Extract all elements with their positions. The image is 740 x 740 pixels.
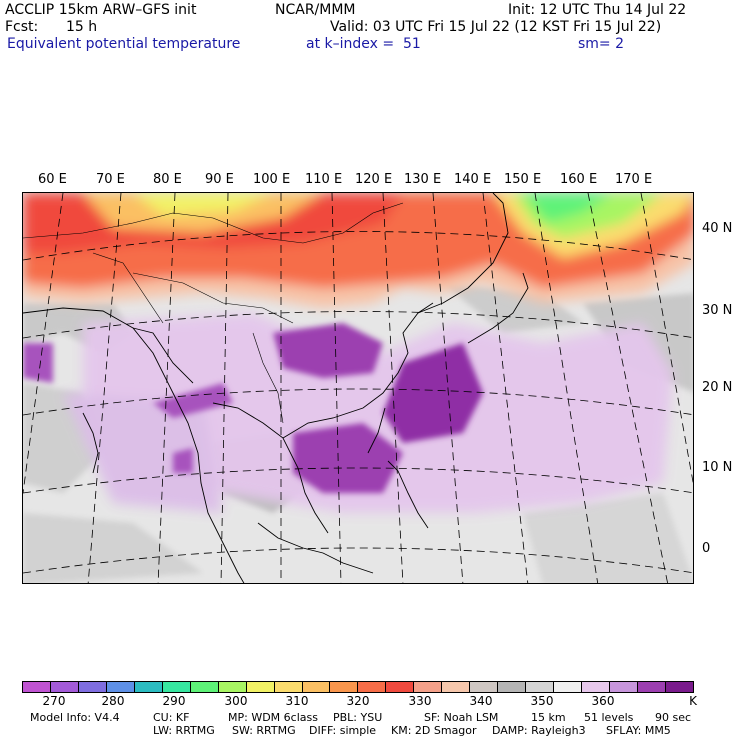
organization-label: NCAR/MMM xyxy=(275,2,356,18)
field-name: Equivalent potential temperature xyxy=(7,36,241,52)
lon-label: 60 E xyxy=(38,172,67,187)
colorbar-segment xyxy=(162,682,191,692)
lon-label: 120 E xyxy=(355,172,393,187)
valid-time: Valid: 03 UTC Fri 15 Jul 22 (12 KST Fri … xyxy=(330,19,662,35)
colorbar-segment xyxy=(23,682,51,692)
colorbar-segment xyxy=(50,682,79,692)
colorbar-segment xyxy=(386,682,415,692)
model-info-item: CU: KF xyxy=(153,711,190,724)
model-info-item: 51 levels xyxy=(584,711,634,724)
colorbar-label: 300 xyxy=(224,694,248,708)
level-index: at k–index = 51 xyxy=(306,36,421,52)
colorbar-segment xyxy=(358,682,387,692)
colorbar-segment xyxy=(330,682,359,692)
dark-purple-regions xyxy=(23,323,483,493)
colorbar-label: 290 xyxy=(162,694,186,708)
colorbar-label: 270 xyxy=(42,694,66,708)
light-purple-regions xyxy=(63,313,673,513)
lon-label: 140 E xyxy=(454,172,492,187)
colorbar-label: 310 xyxy=(285,694,309,708)
init-time: Init: 12 UTC Thu 14 Jul 22 xyxy=(508,2,687,18)
colorbar-segment xyxy=(470,682,499,692)
warm-northern-band xyxy=(23,193,693,308)
lat-label: 30 N xyxy=(702,303,733,318)
colorbar-segment xyxy=(302,682,331,692)
colorbar-label: 330 xyxy=(408,694,432,708)
model-info-item: SW: RRTMG xyxy=(232,724,296,737)
model-info-item: SFLAY: MM5 xyxy=(606,724,671,737)
lon-label: 80 E xyxy=(153,172,182,187)
colorbar-label: 280 xyxy=(101,694,125,708)
colorbar-segment xyxy=(498,682,527,692)
lon-label: 130 E xyxy=(404,172,442,187)
lon-label: 170 E xyxy=(615,172,653,187)
smoothing-value: sm= 2 xyxy=(578,36,625,52)
lat-label: 0 xyxy=(702,541,711,556)
map-panel xyxy=(22,192,694,584)
colorbar-segment xyxy=(665,682,693,692)
graticule xyxy=(23,193,693,583)
model-info-item: MP: WDM 6class xyxy=(228,711,318,724)
model-info-item: LW: RRTMG xyxy=(153,724,215,737)
colorbar-label: 320 xyxy=(346,694,370,708)
forecast-label: Fcst: xyxy=(5,19,39,35)
lon-label: 110 E xyxy=(305,172,343,187)
lat-label: 40 N xyxy=(702,221,733,236)
colorbar-segment xyxy=(218,682,247,692)
lon-label: 100 E xyxy=(253,172,291,187)
colorbar-segment xyxy=(637,682,666,692)
forecast-hour: 15 h xyxy=(66,19,98,35)
model-info-item: KM: 2D Smagor xyxy=(391,724,477,737)
model-info-item: Model Info: V4.4 xyxy=(30,711,120,724)
colorbar-segment xyxy=(274,682,303,692)
lon-label: 160 E xyxy=(560,172,598,187)
model-info-item: 15 km xyxy=(531,711,566,724)
model-info-item: PBL: YSU xyxy=(333,711,383,724)
colorbar-label: 350 xyxy=(530,694,554,708)
model-info-item: 90 sec xyxy=(655,711,692,724)
model-info-item: SF: Noah LSM xyxy=(424,711,499,724)
model-title: ACCLIP 15km ARW–GFS init xyxy=(5,2,197,18)
lon-label: 70 E xyxy=(96,172,125,187)
colorbar-segment xyxy=(414,682,443,692)
lat-label: 20 N xyxy=(702,380,733,395)
lon-label: 90 E xyxy=(205,172,234,187)
colorbar xyxy=(22,681,694,693)
coastlines xyxy=(23,193,529,583)
colorbar-unit: K xyxy=(689,694,697,708)
colorbar-segment xyxy=(106,682,135,692)
colorbar-label: 360 xyxy=(591,694,615,708)
map-field xyxy=(23,193,693,583)
colorbar-segment xyxy=(134,682,163,692)
model-info-item: DIFF: simple xyxy=(309,724,377,737)
colorbar-segment xyxy=(190,682,219,692)
colorbar-segment xyxy=(442,682,471,692)
lat-label: 10 N xyxy=(702,460,733,475)
colorbar-segment xyxy=(246,682,275,692)
colorbar-segment xyxy=(554,682,583,692)
colorbar-segment xyxy=(610,682,638,692)
colorbar-label: 340 xyxy=(469,694,493,708)
colorbar-segment xyxy=(78,682,107,692)
lon-label: 150 E xyxy=(504,172,542,187)
colorbar-segment xyxy=(526,682,555,692)
colorbar-segment xyxy=(582,682,611,692)
model-info-item: DAMP: Rayleigh3 xyxy=(492,724,586,737)
